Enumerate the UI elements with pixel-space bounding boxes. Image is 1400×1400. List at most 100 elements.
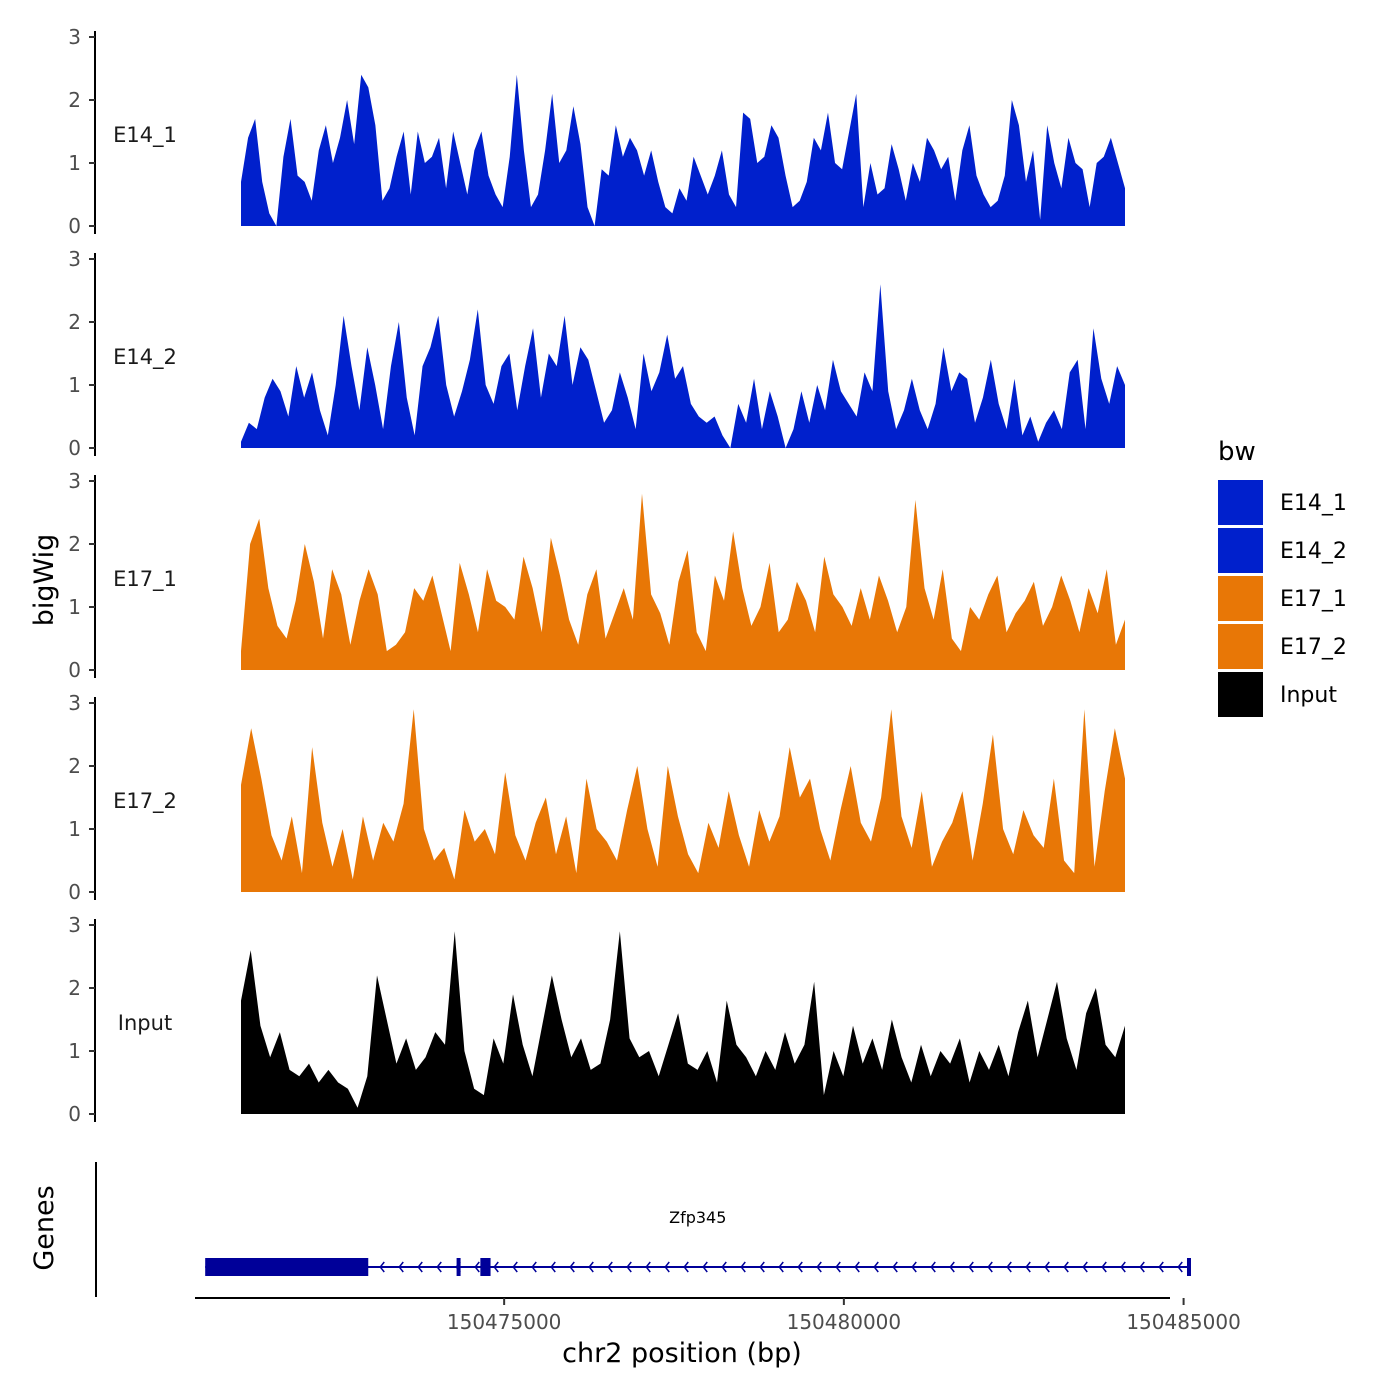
signal-area — [241, 931, 1125, 1114]
track-label: E17_1 — [113, 567, 177, 592]
y-tick-label: 2 — [68, 88, 81, 112]
strand-arrow — [721, 1261, 727, 1273]
strand-arrow — [1082, 1261, 1088, 1273]
gene-exon — [456, 1258, 461, 1276]
strand-arrow — [740, 1261, 746, 1273]
strand-arrow — [816, 1261, 822, 1273]
legend-item: E14_2 — [1218, 528, 1347, 573]
y-tick-label: 3 — [68, 469, 81, 493]
y-axis-title-group: bigWig — [29, 534, 60, 627]
track-label: Input — [118, 1011, 172, 1035]
strand-arrow — [664, 1261, 670, 1273]
legend-item: Input — [1218, 672, 1337, 717]
strand-arrow — [588, 1261, 594, 1273]
strand-arrow — [1139, 1261, 1145, 1273]
strand-arrow — [379, 1261, 385, 1273]
strand-arrow — [702, 1261, 708, 1273]
strand-arrow — [987, 1261, 993, 1273]
y-tick-label: 2 — [68, 310, 81, 334]
x-axis-ticks: 150475000 150480000 150485000 — [447, 1298, 1241, 1334]
track-input: 0 1 2 3 Input — [68, 913, 1125, 1126]
y-tick-label: 3 — [68, 691, 81, 715]
strand-arrow — [645, 1261, 651, 1273]
strand-arrow — [949, 1261, 955, 1273]
strand-arrow — [531, 1261, 537, 1273]
track-e17-1: 0 1 2 3 E17_1 — [68, 469, 1125, 682]
strand-arrow — [569, 1261, 575, 1273]
legend-label: E17_2 — [1280, 635, 1347, 660]
legend-swatch — [1218, 624, 1263, 669]
gene-exon — [205, 1258, 369, 1276]
y-tick-label: 0 — [68, 658, 81, 682]
y-tick-label: 3 — [68, 25, 81, 49]
y-tick-label: 2 — [68, 754, 81, 778]
signal-area — [241, 284, 1125, 448]
signal-area — [241, 74, 1125, 226]
y-tick-label: 3 — [68, 913, 81, 937]
strand-arrow — [1006, 1261, 1012, 1273]
strand-arrow — [778, 1261, 784, 1273]
strand-arrow — [550, 1261, 556, 1273]
gene-items: Zfp345 — [205, 1208, 1191, 1276]
y-tick-label: 2 — [68, 532, 81, 556]
y-tick-label: 1 — [68, 373, 81, 397]
strand-arrow — [607, 1261, 613, 1273]
x-tick-label: 150480000 — [787, 1310, 902, 1334]
y-tick-label: 1 — [68, 595, 81, 619]
strand-arrow — [626, 1261, 632, 1273]
strand-arrow — [512, 1261, 518, 1273]
track-label: E17_2 — [113, 789, 177, 814]
y-tick-label: 3 — [68, 247, 81, 271]
legend-items: E14_1 E14_2 E17_1 E17_2 Input — [1218, 480, 1347, 717]
y-tick-label: 2 — [68, 976, 81, 1000]
strand-arrow — [892, 1261, 898, 1273]
legend-label: E14_1 — [1280, 491, 1347, 516]
legend-item: E17_1 — [1218, 576, 1347, 621]
strand-arrow — [1101, 1261, 1107, 1273]
legend-label: Input — [1280, 683, 1337, 708]
strand-arrow — [398, 1261, 404, 1273]
legend-label: E17_1 — [1280, 587, 1347, 612]
legend-item: E14_1 — [1218, 480, 1347, 525]
y-tick-label: 0 — [68, 214, 81, 238]
strand-arrow — [797, 1261, 803, 1273]
signal-area — [241, 493, 1125, 670]
y-tick-label: 0 — [68, 1102, 81, 1126]
y-tick-label: 1 — [68, 151, 81, 175]
legend-swatch — [1218, 528, 1263, 573]
gene-exon — [480, 1258, 491, 1276]
gene-zfp345: Zfp345 — [205, 1208, 1191, 1276]
strand-arrow — [1177, 1261, 1183, 1273]
strand-arrow — [873, 1261, 879, 1273]
legend-swatch — [1218, 480, 1263, 525]
legend-item: E17_2 — [1218, 624, 1347, 669]
strand-arrow — [930, 1261, 936, 1273]
strand-arrow — [1044, 1261, 1050, 1273]
strand-arrow — [911, 1261, 917, 1273]
signal-area — [241, 709, 1125, 892]
y-axis-title: bigWig — [29, 534, 60, 627]
track-label: E14_2 — [113, 345, 177, 370]
track-e14-1: 0 1 2 3 E14_1 — [68, 25, 1125, 238]
y-tick-label: 1 — [68, 817, 81, 841]
y-tick-label: 0 — [68, 436, 81, 460]
strand-arrow — [854, 1261, 860, 1273]
legend: bw E14_1 E14_2 E17_1 E17_2 Input — [1218, 437, 1347, 717]
signal-tracks: 0 1 2 3 E14_1 0 1 2 3 E14_2 0 1 2 3 E17_1 0 1 2 3 E17_2 0 1 2 3… — [68, 25, 1125, 1126]
strand-arrow — [417, 1261, 423, 1273]
strand-arrow — [436, 1261, 442, 1273]
genes-panel-title: Genes — [29, 1185, 60, 1270]
legend-swatch — [1218, 672, 1263, 717]
track-e14-2: 0 1 2 3 E14_2 — [68, 247, 1125, 460]
strand-arrow — [835, 1261, 841, 1273]
gene-exon — [1186, 1258, 1191, 1276]
y-tick-label: 1 — [68, 1039, 81, 1063]
strand-arrow — [1158, 1261, 1164, 1273]
x-axis-title: chr2 position (bp) — [562, 1338, 802, 1369]
strand-arrow — [968, 1261, 974, 1273]
x-axis: 150475000 150480000 150485000 chr2 positio… — [195, 1297, 1241, 1369]
track-label: E14_1 — [113, 123, 177, 148]
strand-arrow — [1120, 1261, 1126, 1273]
strand-arrow — [1063, 1261, 1069, 1273]
